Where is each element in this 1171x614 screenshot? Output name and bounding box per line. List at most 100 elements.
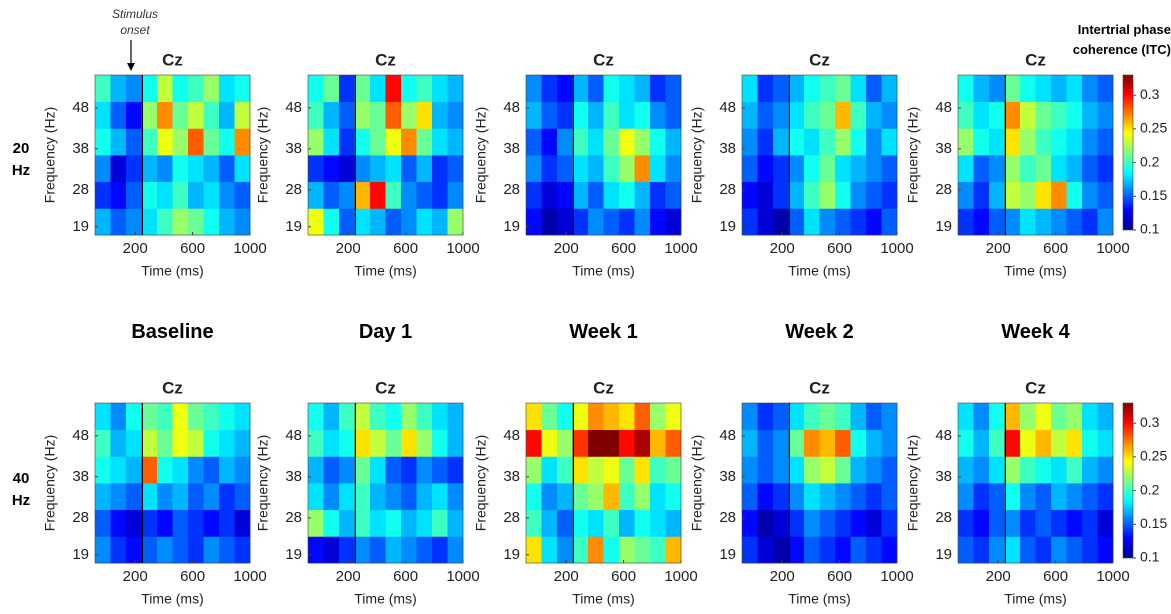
heatmap-cell bbox=[881, 536, 898, 564]
plot-frame bbox=[525, 74, 682, 236]
heatmap-cell bbox=[881, 456, 898, 484]
heatmap-cell bbox=[1097, 208, 1114, 236]
heatmap-cell bbox=[385, 483, 402, 511]
heatmap-cell bbox=[866, 403, 882, 431]
heatmap-cell bbox=[835, 429, 851, 457]
heatmap-cell bbox=[1097, 536, 1114, 564]
heatmap-cell bbox=[742, 75, 758, 103]
heatmap-cell bbox=[447, 456, 464, 484]
heatmap-cell bbox=[401, 181, 417, 209]
heatmap-cell bbox=[308, 155, 324, 183]
heatmap-cell bbox=[788, 536, 805, 564]
heatmap-cell bbox=[370, 429, 386, 457]
y-tick-label: 28 bbox=[935, 181, 952, 198]
heatmap-cell bbox=[819, 456, 836, 484]
heatmap-cell bbox=[742, 536, 758, 564]
heatmap-cell bbox=[572, 128, 589, 156]
heatmap-cell bbox=[401, 429, 417, 457]
heatmap-cell bbox=[308, 75, 324, 103]
heatmap-cell bbox=[401, 403, 417, 431]
heatmap-cell bbox=[401, 208, 417, 236]
heatmap-cell bbox=[203, 181, 220, 209]
heatmap-cell bbox=[619, 403, 635, 431]
heatmap-cell bbox=[188, 509, 204, 537]
x-tick-label: 1000 bbox=[446, 240, 479, 257]
heatmap-cell bbox=[835, 208, 851, 236]
heatmap-cell bbox=[973, 208, 990, 236]
heatmap-cell bbox=[1035, 403, 1052, 431]
heatmap-cell bbox=[866, 429, 882, 457]
heatmap-cell bbox=[219, 429, 235, 457]
heatmap-cell bbox=[650, 483, 666, 511]
heatmap-cell bbox=[1066, 536, 1083, 564]
heatmap-cell bbox=[157, 208, 173, 236]
heatmap-cell bbox=[958, 208, 974, 236]
heatmap-cell bbox=[819, 155, 836, 183]
heatmap-cell bbox=[1051, 75, 1067, 103]
y-tick-label: 19 bbox=[503, 546, 520, 563]
y-tick-label: 28 bbox=[285, 509, 302, 526]
column-label: Week 4 bbox=[1001, 321, 1070, 343]
heatmap-cell bbox=[850, 155, 867, 183]
heatmap-cell bbox=[634, 155, 651, 183]
heatmap-cell bbox=[819, 483, 836, 511]
heatmap-cell bbox=[370, 101, 386, 129]
heatmap-cell bbox=[432, 403, 448, 431]
heatmap-cell bbox=[742, 181, 758, 209]
y-tick-label: 48 bbox=[72, 99, 89, 116]
heatmap-cell bbox=[757, 456, 774, 484]
heatmap-cell bbox=[619, 181, 635, 209]
heatmap-cell bbox=[557, 128, 573, 156]
heatmap-cell bbox=[1004, 509, 1021, 537]
heatmap-cell bbox=[401, 101, 417, 129]
heatmap-cell bbox=[203, 536, 220, 564]
heatmap-cell bbox=[141, 181, 158, 209]
heatmap-cell bbox=[850, 181, 867, 209]
heatmap-cell bbox=[603, 155, 620, 183]
heatmap-cell bbox=[588, 181, 604, 209]
heatmap-cell bbox=[110, 403, 127, 431]
heatmap-cell bbox=[323, 208, 340, 236]
heatmap-cell bbox=[1051, 101, 1067, 129]
heatmap-cell bbox=[234, 75, 251, 103]
heatmap-cell bbox=[757, 509, 774, 537]
heatmap-cell bbox=[172, 456, 189, 484]
heatmap-cell bbox=[141, 456, 158, 484]
panel-title: Cz bbox=[1025, 378, 1046, 397]
heatmap-cell bbox=[1035, 429, 1052, 457]
heatmap-cell bbox=[172, 101, 189, 129]
heatmap-cell bbox=[203, 75, 220, 103]
heatmap-cell bbox=[126, 509, 142, 537]
heatmap-cell bbox=[308, 128, 324, 156]
heatmap-cell bbox=[557, 181, 573, 209]
heatmap-cell bbox=[323, 429, 340, 457]
heatmap-cell bbox=[526, 128, 542, 156]
heatmap-cell bbox=[541, 536, 558, 564]
heatmap-cell bbox=[219, 208, 235, 236]
x-tick-label: 1000 bbox=[446, 568, 479, 585]
x-tick-label: 600 bbox=[611, 240, 636, 257]
heatmap-cell bbox=[588, 509, 604, 537]
heatmap-cell bbox=[757, 208, 774, 236]
colorbar-tick-label: 0.3 bbox=[1140, 414, 1160, 430]
heatmap-cell bbox=[958, 429, 974, 457]
heatmap-cell bbox=[354, 403, 371, 431]
heatmap-cell bbox=[1051, 403, 1067, 431]
heatmap-cell bbox=[866, 536, 882, 564]
heatmap-cell bbox=[634, 75, 651, 103]
x-tick-label: 1000 bbox=[880, 568, 913, 585]
y-axis-label: Frequency (Hz) bbox=[905, 107, 921, 203]
heatmap-cell bbox=[804, 75, 820, 103]
heatmap-cell bbox=[804, 429, 820, 457]
y-tick-label: 28 bbox=[503, 509, 520, 526]
heatmap-cell bbox=[850, 208, 867, 236]
heatmap-cell bbox=[203, 155, 220, 183]
heatmap-cell bbox=[141, 128, 158, 156]
heatmap-cell bbox=[819, 509, 836, 537]
y-axis-label: Frequency (Hz) bbox=[689, 107, 705, 203]
colorbar-tick-label: 0.25 bbox=[1140, 120, 1167, 136]
heatmap-cell bbox=[308, 429, 324, 457]
heatmap-cell bbox=[557, 509, 573, 537]
heatmap-cell bbox=[557, 403, 573, 431]
